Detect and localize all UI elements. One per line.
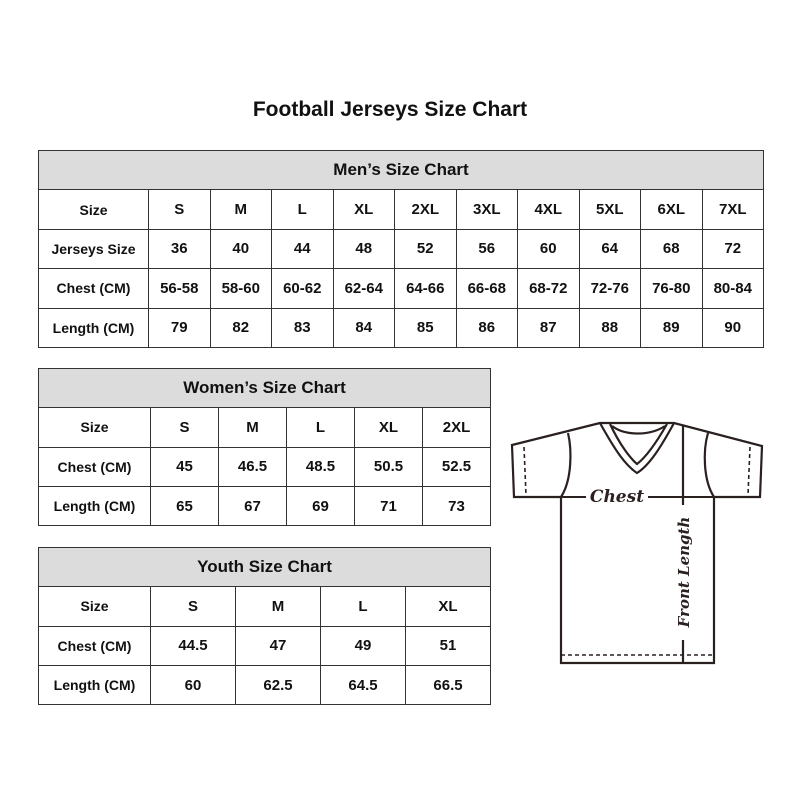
table-row: Chest (CM) 44.5 47 49 51 [38,625,491,666]
table-cell: 68 [640,228,703,270]
table-cell: 50.5 [354,446,423,487]
table-cell: 68-72 [517,268,580,309]
table-cell: 82 [209,307,272,348]
front-length-label: Front Length [675,517,693,629]
table-cell: 64 [578,228,641,270]
page-title: Football Jerseys Size Chart [252,98,528,121]
table-cell: 64.5 [320,664,406,706]
chest-label: Chest [590,487,644,507]
table-cell: S [150,407,219,448]
table-cell: 80-84 [701,268,764,309]
table-cell: 4XL [517,189,580,230]
table-cell: 83 [271,307,334,348]
table-cell: 62.5 [235,664,321,706]
table-cell: 58-60 [209,268,272,309]
table-cell: 6XL [640,189,703,230]
table-cell: 56-58 [148,268,211,309]
table-row: Size S M L XL 2XL 3XL 4XL 5XL 6XL 7XL [38,189,764,230]
table-cell: 40 [209,228,272,270]
table-cell: 62-64 [332,268,395,309]
table-cell: M [218,407,287,448]
table-cell: 3XL [455,189,518,230]
table-cell: 44 [271,228,334,270]
table-row: Jerseys Size 36 40 44 48 52 56 60 64 68 72 [38,228,764,270]
table-cell: 60 [517,228,580,270]
table-row: Size S M L XL [38,586,491,627]
jersey-diagram: Chest Front Length [510,421,764,665]
table-row: Length (CM) 79 82 83 84 85 86 87 88 89 90 [38,307,764,348]
table-cell: 49 [320,625,406,666]
table-cell: 44.5 [150,625,236,666]
table-cell: M [209,189,272,230]
table-cell: S [148,189,211,230]
row-label: Length (CM) [38,664,151,706]
table-cell: 60-62 [271,268,334,309]
table-cell: 72-76 [578,268,641,309]
womens-heading: Women’s Size Chart [38,367,491,409]
table-cell: S [150,586,236,627]
table-cell: 48 [332,228,395,270]
mens-heading: Men’s Size Chart [38,149,764,191]
row-label: Length (CM) [38,307,149,348]
table-cell: 79 [148,307,211,348]
table-cell: 88 [578,307,641,348]
row-label: Size [38,407,151,448]
row-label: Jerseys Size [38,228,149,270]
row-label: Chest (CM) [38,625,151,666]
table-row: Length (CM) 60 62.5 64.5 66.5 [38,664,491,706]
table-cell: 71 [354,485,423,527]
table-cell: 48.5 [286,446,355,487]
table-cell: 66.5 [405,664,491,706]
table-cell: 52.5 [422,446,491,487]
table-cell: 7XL [701,189,764,230]
row-label: Chest (CM) [38,268,149,309]
table-cell: 52 [394,228,457,270]
table-row: Size S M L XL 2XL [38,407,491,448]
row-label: Size [38,586,151,627]
table-cell: L [286,407,355,448]
table-cell: L [320,586,406,627]
table-cell: 85 [394,307,457,348]
table-cell: 45 [150,446,219,487]
table-cell: 65 [150,485,219,527]
table-row: Chest (CM) 45 46.5 48.5 50.5 52.5 [38,446,491,487]
row-label: Length (CM) [38,485,151,527]
table-cell: 90 [701,307,764,348]
table-cell: 89 [640,307,703,348]
table-cell: XL [332,189,395,230]
table-cell: XL [354,407,423,448]
table-cell: 84 [332,307,395,348]
youth-heading: Youth Size Chart [38,546,491,588]
table-cell: 36 [148,228,211,270]
table-row: Chest (CM) 56-58 58-60 60-62 62-64 64-66 66-68… [38,268,764,309]
table-cell: 73 [422,485,491,527]
table-cell: 47 [235,625,321,666]
table-cell: 56 [455,228,518,270]
table-cell: 76-80 [640,268,703,309]
table-cell: 64-66 [394,268,457,309]
table-cell: 66-68 [455,268,518,309]
table-cell: L [271,189,334,230]
row-label: Chest (CM) [38,446,151,487]
table-cell: XL [405,586,491,627]
table-row: Length (CM) 65 67 69 71 73 [38,485,491,527]
table-cell: 46.5 [218,446,287,487]
table-cell: 86 [455,307,518,348]
mens-size-table: Men’s Size Chart Size S M L XL 2XL 3XL 4XL 5XL 6XL… [38,149,764,348]
table-cell: 51 [405,625,491,666]
table-cell: 72 [701,228,764,270]
youth-size-table: Youth Size Chart Size S M L XL Chest (CM) 44.5 4… [38,546,491,706]
table-cell: 5XL [578,189,641,230]
table-cell: 87 [517,307,580,348]
table-cell: 67 [218,485,287,527]
table-cell: 69 [286,485,355,527]
womens-size-table: Women’s Size Chart Size S M L XL 2XL Chest (CM)… [38,367,491,527]
table-cell: 2XL [422,407,491,448]
row-label: Size [38,189,149,230]
table-cell: 2XL [394,189,457,230]
table-cell: M [235,586,321,627]
table-cell: 60 [150,664,236,706]
